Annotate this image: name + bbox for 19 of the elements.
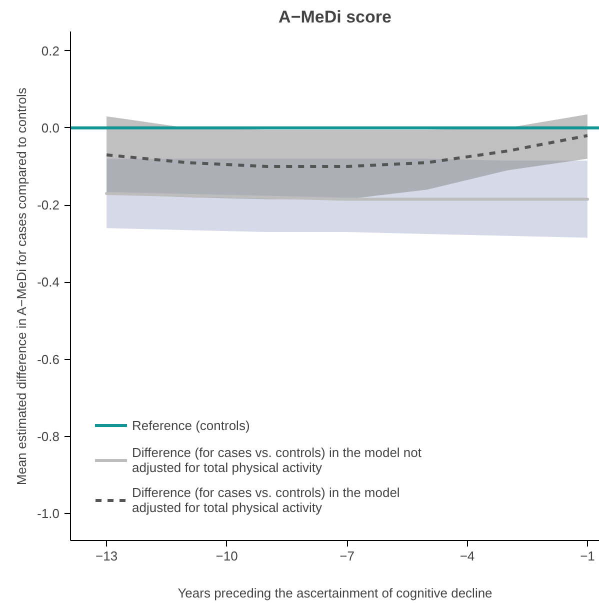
y-tick-label: -1.0 (37, 506, 60, 522)
x-tick-label: −10 (216, 548, 238, 564)
legend-label: Difference (for cases vs. controls) in the model not adjusted for total physical activity (132, 445, 422, 475)
y-tick-label: 0.0 (41, 120, 60, 136)
y-tick-label: 0.2 (41, 43, 60, 58)
line-series (105, 134, 589, 168)
y-tick-label: -0.2 (37, 198, 60, 213)
y-tick-label: -0.6 (37, 352, 60, 367)
x-tick-label: −13 (96, 548, 118, 564)
y-axis-title: Mean estimated difference in A−MeDi for cases compared to controls (14, 87, 30, 486)
x-tick-label: −7 (340, 548, 354, 564)
x-tick-label: −4 (460, 548, 475, 564)
legend-label: Reference (controls) (132, 418, 250, 432)
chart-title: A−MeDi score (278, 8, 392, 26)
y-tick-label: -0.8 (37, 428, 60, 444)
x-axis-title: Years preceding the ascertainment of cognitive decline (178, 586, 492, 600)
y-tick-label: -0.4 (37, 274, 60, 290)
x-tick-label: −1 (580, 548, 595, 564)
legend-label: Difference (for cases vs. controls) in the model adjusted for total physical activity (132, 485, 400, 515)
